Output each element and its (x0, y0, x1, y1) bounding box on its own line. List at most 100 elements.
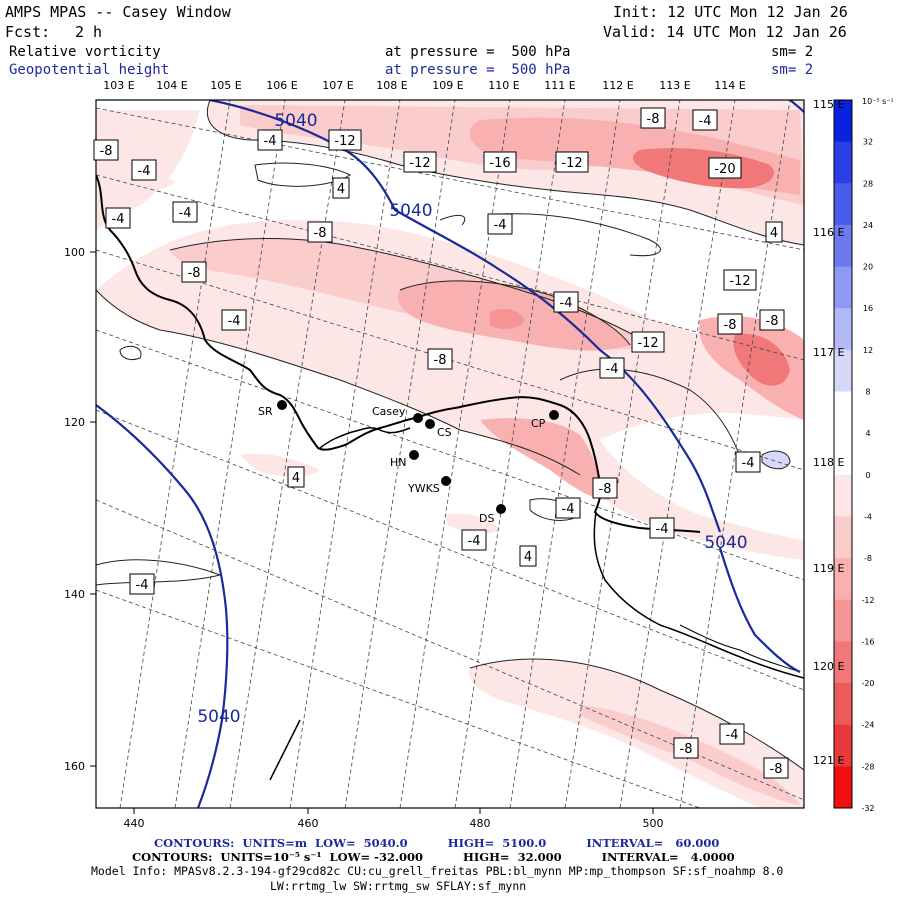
field1-pressure: at pressure = 500 hPa (385, 44, 571, 60)
vorticity-label-box: 4 (287, 466, 305, 488)
longitude-labels: 103 E 104 E 105 E 106 E 107 E 108 E 109 E 110 E… (103, 79, 844, 767)
vorticity-label-box: -4 (131, 159, 157, 181)
vorticity-label-text: -4 (606, 362, 619, 377)
colorbar-swatch (834, 683, 852, 726)
longitude-label-right: 116 E (813, 226, 844, 239)
colorbar-tick-label: 32 (863, 138, 873, 147)
vorticity-label-box: -12 (631, 331, 665, 353)
colorbar-swatch (834, 391, 852, 434)
colorbar-tick-label: -32 (861, 804, 874, 813)
vorticity-label-text: 4 (524, 550, 532, 565)
colorbar-tick-label: 8 (865, 388, 870, 397)
colorbar-swatch (834, 224, 852, 268)
field2-smoothing: sm= 2 (771, 62, 814, 78)
vorticity-label-text: -8 (100, 144, 113, 159)
height-label: 5040 (704, 533, 747, 553)
longitude-label-top: 104 E (156, 79, 187, 92)
colorbar-tick-label: 4 (865, 429, 870, 438)
colorbar-tick-label: 24 (863, 221, 873, 230)
vorticity-label-box: -4 (599, 357, 625, 379)
vorticity-label-text: -4 (138, 164, 151, 179)
vorticity-label-text: -8 (314, 226, 327, 241)
x-tick-label: 460 (298, 817, 319, 830)
model-info-physics: LW:rrtmg_lw SW:rrtmg_sw SFLAY:sf_mynn (270, 879, 527, 893)
longitude-label-top: 114 E (714, 79, 745, 92)
vorticity-label-box: -8 (763, 757, 789, 779)
vorticity-label-text: -8 (680, 742, 693, 757)
station-label: Casey (372, 405, 406, 418)
vorticity-label-text: -8 (434, 353, 447, 368)
model-info: Model Info: MPASv8.2.3-194-gf29cd82c CU:… (91, 864, 784, 878)
station-label: SR (258, 405, 273, 418)
colorbar-swatch (834, 141, 852, 184)
shade-core-mid (490, 308, 525, 330)
colorbar-tick-label: -28 (861, 762, 874, 771)
colorbar-border (833, 99, 853, 809)
vorticity-label-box: -8 (592, 477, 618, 499)
colorbar-tick-label: 20 (863, 263, 873, 272)
vorticity-label-text: -4 (726, 728, 739, 743)
station-dot-ds (496, 504, 506, 514)
vorticity-label-text: -4 (742, 456, 755, 471)
vorticity-label-box: -8 (307, 221, 333, 243)
colorbar-tick-label: 28 (863, 179, 873, 188)
chart-title: AMPS MPAS -- Casey Window (5, 3, 231, 21)
longitude-label-right: 115 E (813, 98, 844, 111)
vorticity-label-text: -4 (560, 296, 573, 311)
colorbar-tick-label: -24 (861, 721, 874, 730)
colorbar-swatch (834, 349, 852, 393)
vorticity-label-box: -8 (427, 348, 453, 370)
height-label: 5040 (197, 707, 240, 727)
vorticity-label-box: 4 (332, 177, 350, 199)
ice-edge-2 (679, 624, 801, 673)
longitude-label-right: 118 E (813, 456, 844, 469)
vorticity-contour-info: CONTOURS: UNITS=10⁻⁵ s⁻¹ LOW= -32.000 HI… (132, 850, 735, 864)
field2-name: Geopotential height (9, 62, 170, 78)
vorticity-label-text: -12 (561, 156, 582, 171)
longitude-label-top: 111 E (544, 79, 575, 92)
longitude-label-top: 106 E (266, 79, 297, 92)
colorbar-swatch (834, 474, 852, 517)
valid-time: Valid: 14 UTC Mon 12 Jan 26 (603, 23, 847, 41)
y-tick-label: 100 (64, 246, 85, 259)
vorticity-label-box: -12 (555, 151, 589, 173)
forecast-label: Fcst: (5, 23, 51, 41)
vorticity-label-box: -4 (735, 451, 761, 473)
station-markers (277, 400, 559, 514)
shade-small-blue (762, 451, 790, 469)
vorticity-label-text: 4 (292, 471, 300, 486)
longitude-label-top: 110 E (488, 79, 519, 92)
longitude-label-top: 103 E (103, 79, 134, 92)
colorbar-swatch (834, 516, 852, 559)
vorticity-label-text: -12 (729, 274, 750, 289)
longitude-label-top: 112 E (602, 79, 633, 92)
vorticity-label-text: -8 (647, 112, 660, 127)
vorticity-label-text: -4 (562, 502, 575, 517)
colorbar-swatch (834, 641, 852, 684)
longitude-label-right: 121 E (813, 754, 844, 767)
vorticity-label-box: -4 (461, 529, 487, 551)
vorticity-label-text: 4 (337, 182, 345, 197)
vorticity-label-text: -12 (334, 134, 355, 149)
colorbar-swatch (834, 433, 852, 476)
vorticity-label-box: -8 (759, 309, 785, 331)
station-dot-ywks (441, 476, 451, 486)
vorticity-label-box: -4 (257, 129, 283, 151)
vorticity-label-box: -4 (553, 291, 579, 313)
field1-name: Relative vorticity (9, 44, 161, 60)
longitude-label-top: 109 E (432, 79, 463, 92)
vorticity-label-box: -4 (105, 207, 131, 229)
longitude-label-right: 120 E (813, 660, 844, 673)
vorticity-label-box: -12 (403, 151, 437, 173)
vorticity-label-text: -8 (770, 762, 783, 777)
colorbar-swatch (834, 266, 852, 309)
x-tick-label: 480 (470, 817, 491, 830)
vorticity-label-box: -8 (93, 139, 119, 161)
vorticity-label-box: -16 (483, 151, 517, 173)
longitude-label-top: 107 E (322, 79, 353, 92)
colorbar-tick-label: -4 (864, 512, 872, 521)
colorbar-swatch (834, 724, 852, 767)
vorticity-label-box: -4 (555, 497, 581, 519)
shade-small-ds (445, 513, 500, 534)
